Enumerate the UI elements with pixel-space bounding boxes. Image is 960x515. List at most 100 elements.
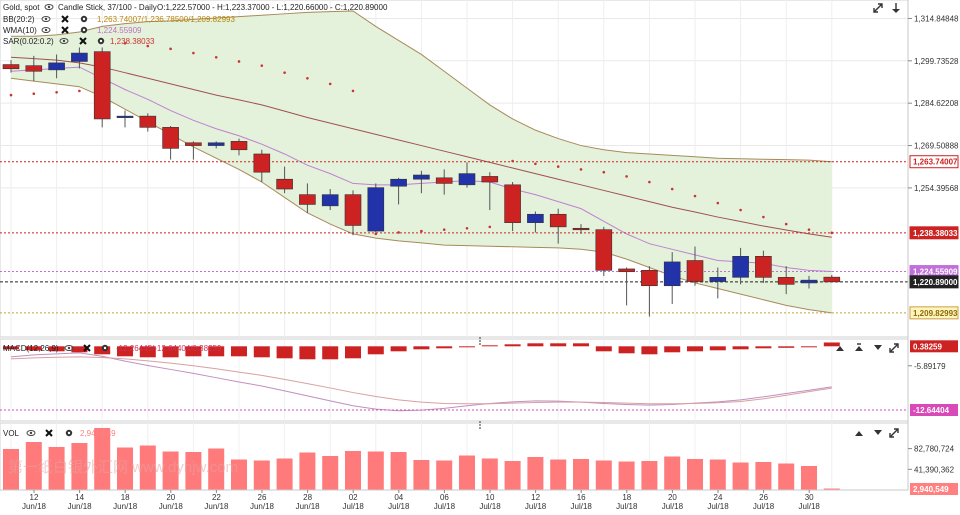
- volume-bar: [299, 452, 316, 490]
- volume-bar: [504, 461, 521, 490]
- candle-body: [663, 261, 681, 287]
- eye-icon[interactable]: [26, 430, 36, 436]
- volume-bar: [208, 448, 225, 490]
- sar-dot: [123, 41, 127, 45]
- macd-bar: [755, 346, 772, 349]
- sar-dot: [192, 51, 195, 55]
- macd-pane[interactable]: [0, 338, 909, 422]
- date-tick-month: Jul/18: [753, 502, 775, 510]
- gear-icon[interactable]: [101, 344, 109, 352]
- date-tick-day: 16: [577, 493, 586, 502]
- candle-body: [641, 270, 658, 287]
- sar-dot: [534, 162, 537, 166]
- price-axis[interactable]: 1,314.84848 1,299.73528 1,284.62208 1,269.5…: [908, 14, 959, 193]
- gear-icon[interactable]: [97, 37, 105, 45]
- volume-bar: [641, 461, 658, 490]
- macd-bar: [367, 346, 384, 355]
- move-top-arrow-icon[interactable]: [855, 346, 863, 351]
- macd-bar: [322, 346, 339, 360]
- price-tags: 1,263.74007 1,238.38033 1,224.559091,220.8…: [909, 155, 959, 320]
- close-icon[interactable]: [45, 429, 53, 437]
- move-down-icon[interactable]: [874, 345, 882, 350]
- move-down-icon[interactable]: [892, 3, 900, 13]
- volume-bar: [231, 459, 247, 490]
- sar-dot: [397, 231, 400, 234]
- close-icon[interactable]: [83, 344, 91, 352]
- volume-tick-label: 82,780,724: [914, 445, 955, 454]
- candle-body: [276, 178, 293, 190]
- close-icon[interactable]: [61, 15, 69, 23]
- sar-legend-values: 1,238.38033: [110, 37, 155, 46]
- date-tick-month: Jul/18: [707, 502, 729, 510]
- volume-bar: [48, 447, 65, 490]
- sar-dot: [716, 201, 720, 205]
- macd-bar: [345, 346, 361, 359]
- macd-bar: [231, 346, 247, 357]
- gear-icon[interactable]: [80, 15, 88, 23]
- date-tick-day: 22: [212, 493, 221, 502]
- move-up-icon[interactable]: [836, 346, 844, 351]
- pane-controls-volume[interactable]: [855, 428, 899, 438]
- main-legend: Gold, spot Candle Stick, 37/100 - Daily …: [3, 3, 388, 46]
- date-tick-month: Jun/18: [22, 502, 47, 510]
- candle-body: [504, 184, 521, 223]
- eye-icon[interactable]: [41, 16, 51, 22]
- watermark: 第一纸白银外汇网 www.dyhjw.com: [8, 458, 238, 476]
- sar-dot: [465, 226, 469, 230]
- bollinger-mid-line: [10, 56, 832, 238]
- eye-icon[interactable]: [44, 4, 54, 10]
- date-tick-month: Jul/18: [388, 502, 410, 510]
- macd-bar: [618, 346, 635, 354]
- volume-axis: 82,780,724 41,390,362 2,940,549: [908, 445, 958, 495]
- bb-legend-name: BB(20:2): [3, 15, 35, 24]
- sar-dot: [442, 228, 446, 231]
- pane-resize-handle[interactable]: [479, 337, 481, 345]
- volume-bar: [276, 458, 293, 490]
- candle-body: [458, 173, 476, 186]
- candle-body: [527, 213, 544, 223]
- wma-legend-values: 1,224.55909: [97, 26, 142, 35]
- candle-body: [2, 64, 20, 70]
- pane-resize-handle[interactable]: [479, 421, 481, 429]
- volume-bar: [185, 452, 202, 490]
- move-down-icon[interactable]: [874, 430, 882, 435]
- volume-pane[interactable]: [0, 422, 909, 491]
- volume-bar: [755, 462, 772, 490]
- volume-bar: [390, 452, 407, 490]
- date-tick-day: 12: [30, 493, 39, 502]
- close-icon[interactable]: [79, 37, 87, 45]
- expand-icon[interactable]: [873, 3, 883, 13]
- macd-bar: [71, 346, 88, 353]
- macd-bar: [778, 346, 795, 348]
- eye-icon[interactable]: [41, 27, 51, 33]
- move-up-icon[interactable]: [855, 431, 863, 436]
- main-pane[interactable]: [0, 0, 909, 338]
- price-tick-label: 1,299.73528: [914, 57, 959, 66]
- date-tick-day: 28: [303, 493, 312, 502]
- candle-body: [71, 52, 88, 62]
- macd-bar: [459, 346, 475, 348]
- volume-bar: [732, 462, 749, 490]
- date-axis[interactable]: 12Jun/1814Jun/1818Jun/1820Jun/1822Jun/18…: [0, 489, 908, 511]
- date-tick-day: 20: [668, 493, 677, 502]
- gear-icon[interactable]: [65, 429, 73, 437]
- sar-dot: [739, 208, 742, 212]
- expand-icon[interactable]: [889, 343, 899, 353]
- instrument-title: Gold, spot: [3, 3, 40, 12]
- macd-bar: [253, 346, 270, 358]
- expand-icon[interactable]: [889, 428, 899, 438]
- eye-icon[interactable]: [59, 38, 69, 44]
- close-icon[interactable]: [61, 26, 69, 34]
- pane-controls-macd[interactable]: [836, 343, 899, 353]
- macd-bar: [550, 343, 567, 347]
- candle-body: [413, 174, 430, 180]
- gear-icon[interactable]: [80, 26, 88, 34]
- eye-icon[interactable]: [64, 345, 74, 351]
- macd-bar: [208, 346, 225, 357]
- date-tick-day: 30: [805, 493, 814, 502]
- volume-tick-label: 41,390,362: [914, 465, 955, 474]
- date-tick-month: Jun/18: [113, 502, 138, 510]
- date-tick-day: 26: [759, 493, 768, 502]
